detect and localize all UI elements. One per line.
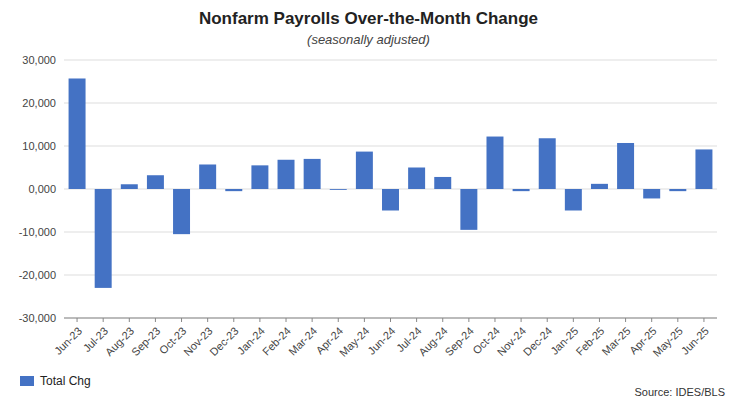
y-tick-label: 10,000 [22,140,56,152]
x-axis: Jun-23Jul-23Aug-23Sep-23Oct-23Nov-23Dec-… [52,318,711,359]
grid-line [64,103,717,104]
bar [486,137,503,189]
y-tick-label: -20,000 [19,269,56,281]
x-tick [547,318,548,322]
x-tick [442,318,443,322]
bar [304,159,321,189]
bar [173,189,190,234]
x-tick-label: Dec-23 [207,325,241,359]
x-tick [703,318,704,322]
y-tick-label: -10,000 [19,226,56,238]
x-tick [416,318,417,322]
x-tick-label: May-24 [337,325,371,359]
legend: Total Chg [20,374,91,388]
bar [251,165,268,189]
subtitle: (seasonally adjusted) [307,32,430,47]
x-tick-label: Mar-25 [600,325,633,358]
x-tick-label: Sep-23 [129,325,163,359]
bar [434,177,451,189]
x-tick [677,318,678,322]
bar [356,152,373,189]
bar [591,184,608,189]
bar [147,175,164,189]
bar [330,189,347,191]
x-tick-label: Jun-25 [679,325,711,357]
x-tick [259,318,260,322]
bar [278,160,295,189]
x-tick-label: Dec-24 [521,325,555,359]
x-tick [521,318,522,322]
x-tick [233,318,234,322]
y-axis: -30,000 -20,000 -10,000 0,000 10,000 20,000 30… [19,54,717,324]
bar [225,189,242,191]
bar [539,138,556,189]
x-tick-label: Jun-23 [52,325,84,357]
bar [669,189,686,191]
grid-line [64,232,717,233]
title: Nonfarm Payrolls Over-the-Month Change [199,9,538,28]
x-tick [103,318,104,322]
source-note: Source: IDES/BLS [635,386,726,398]
x-tick [286,318,287,322]
bar [617,143,634,189]
grid-line [64,275,717,276]
x-tick [129,318,130,322]
x-tick [625,318,626,322]
chart: Nonfarm Payrolls Over-the-Month Change (s… [0,0,737,404]
bar [565,189,582,211]
bar [95,189,112,288]
bar [408,168,425,190]
x-tick [494,318,495,322]
x-tick [312,318,313,322]
bar [695,149,712,189]
x-tick-label: Sep-24 [442,325,476,359]
bar [460,189,477,230]
grid-line [64,60,717,61]
bar [513,189,530,191]
bar [121,184,138,189]
x-tick-label: Feb-24 [260,325,293,358]
y-tick-label: -30,000 [19,312,56,324]
bars [69,78,713,287]
x-tick [364,318,365,322]
x-tick [651,318,652,322]
legend-swatch [20,376,34,386]
x-tick [77,318,78,322]
y-tick-label: 0,000 [28,183,56,195]
y-tick-label: 30,000 [22,54,56,66]
x-tick [207,318,208,322]
bar [69,78,86,189]
x-tick-label: Feb-25 [573,325,606,358]
bar [643,189,660,198]
x-tick-label: May-25 [650,325,684,359]
x-tick [468,318,469,322]
x-tick-label: Mar-24 [286,325,319,358]
y-tick-label: 20,000 [22,97,56,109]
x-tick [599,318,600,322]
legend-label: Total Chg [40,374,91,388]
x-tick [338,318,339,322]
x-tick-label: Jun-24 [365,325,397,357]
x-tick [390,318,391,322]
x-tick [155,318,156,322]
x-tick [573,318,574,322]
x-tick [181,318,182,322]
bar [382,189,399,211]
bar [199,164,216,189]
